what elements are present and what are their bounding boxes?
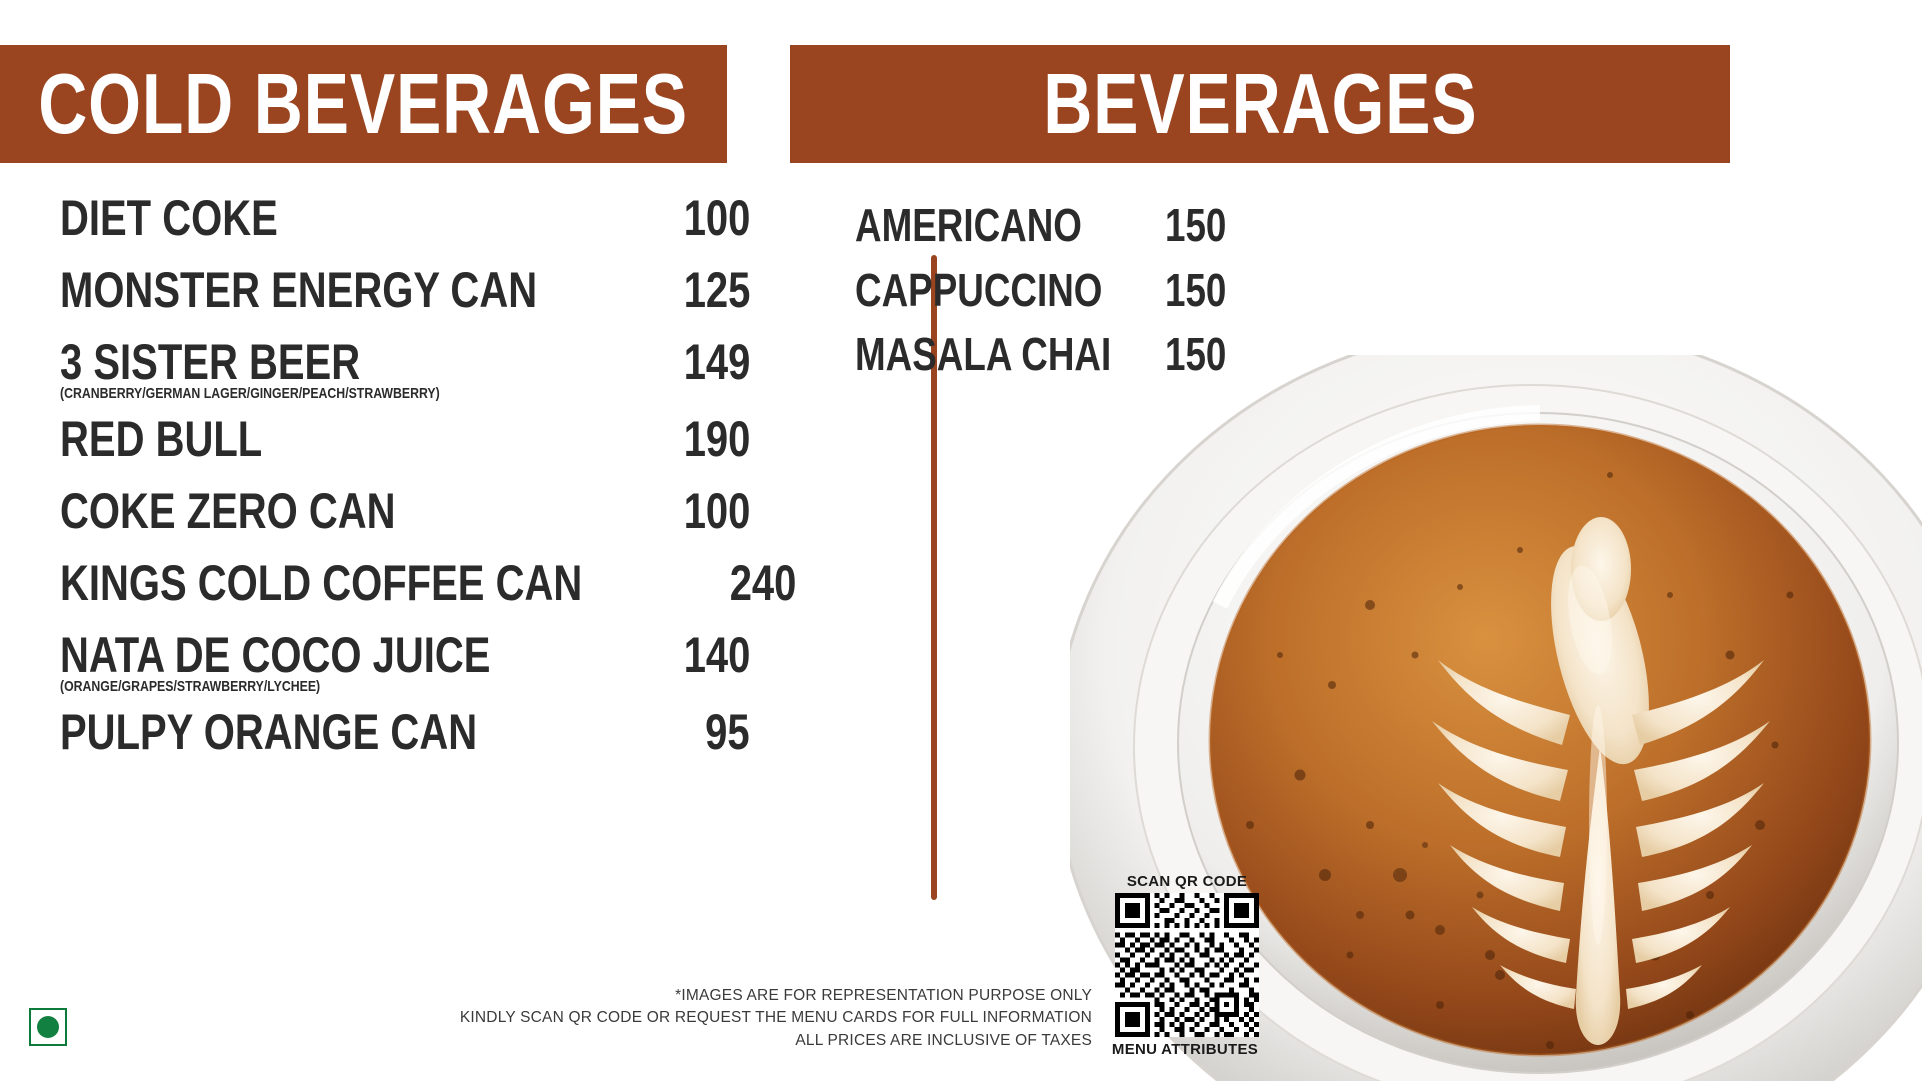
section-title-cold-beverages: COLD BEVERAGES xyxy=(38,56,689,152)
qr-code-icon[interactable] xyxy=(1115,893,1259,1037)
column-divider xyxy=(931,255,937,900)
menu-item: AMERICANO 150 xyxy=(855,200,1275,251)
section-header-beverages: BEVERAGES xyxy=(790,45,1730,163)
veg-symbol-icon xyxy=(29,1008,67,1046)
veg-dot xyxy=(37,1016,59,1038)
menu-item: MASALA CHAI 150 xyxy=(855,329,1275,380)
menu-item-price: 125 xyxy=(683,262,750,318)
menu-item-name: COKE ZERO CAN xyxy=(60,483,396,539)
menu-item: KINGS COLD COFFEE CAN 240 xyxy=(60,555,796,611)
menu-item: COKE ZERO CAN 100 xyxy=(60,483,760,539)
menu-item: MONSTER ENERGY CAN 125 xyxy=(60,262,760,318)
menu-item-name: PULPY ORANGE CAN xyxy=(60,704,478,760)
menu-item-price: 140 xyxy=(683,627,750,683)
qr-code-block[interactable]: SCAN QR CODE xyxy=(1112,873,1262,1058)
menu-item: NATA DE COCO JUICE 140 (ORANGE/GRAPES/ST… xyxy=(60,627,760,694)
cold-beverages-list: DIET COKE 100 MONSTER ENERGY CAN 125 3 S… xyxy=(60,190,796,776)
menu-item: PULPY ORANGE CAN 95 xyxy=(60,704,760,760)
menu-item-name: NATA DE COCO JUICE xyxy=(60,627,491,683)
menu-item-price: 150 xyxy=(1165,199,1227,251)
section-header-cold-beverages: COLD BEVERAGES xyxy=(0,45,727,163)
menu-item-name: MASALA CHAI xyxy=(855,328,1112,381)
menu-item-price: 240 xyxy=(729,555,797,611)
menu-item-name: 3 SISTER BEER xyxy=(60,334,361,390)
menu-item-name: RED BULL xyxy=(60,411,263,467)
menu-item: 3 SISTER BEER 149 (CRANBERRY/GERMAN LAGE… xyxy=(60,334,760,401)
menu-item-description: (ORANGE/GRAPES/STRAWBERRY/LYCHEE) xyxy=(60,678,321,695)
disclaimer-line-2: KINDLY SCAN QR CODE OR REQUEST THE MENU … xyxy=(459,1009,1092,1027)
menu-item-name: DIET COKE xyxy=(60,190,278,246)
menu-item-price: 190 xyxy=(683,411,750,467)
menu-item-price: 95 xyxy=(705,704,751,760)
section-title-beverages: BEVERAGES xyxy=(1042,56,1478,152)
menu-item-name: KINGS COLD COFFEE CAN xyxy=(60,555,583,611)
disclaimer-line-1: *IMAGES ARE FOR REPRESENTATION PURPOSE O… xyxy=(675,987,1092,1004)
menu-item-price: 100 xyxy=(683,190,750,246)
disclaimer-text: *IMAGES ARE FOR REPRESENTATION PURPOSE O… xyxy=(460,985,1092,1052)
cappuccino-photo xyxy=(1070,355,1922,1081)
menu-item-price: 150 xyxy=(1165,328,1227,381)
menu-item-price: 100 xyxy=(683,483,750,539)
menu-item-price: 150 xyxy=(1165,263,1227,316)
qr-caption-bottom: MENU ATTRIBUTES xyxy=(1111,1041,1259,1058)
qr-caption-top: SCAN QR CODE xyxy=(1126,873,1248,890)
disclaimer-line-3: ALL PRICES ARE INCLUSIVE OF TAXES xyxy=(795,1031,1092,1049)
menu-item: DIET COKE 100 xyxy=(60,190,760,246)
menu-item: CAPPUCCINO 150 xyxy=(855,263,1275,316)
menu-item-price: 149 xyxy=(683,334,750,390)
menu-item-description: (CRANBERRY/GERMAN LAGER/GINGER/PEACH/STR… xyxy=(60,385,440,402)
beverages-list: AMERICANO 150 CAPPUCCINO 150 MASALA CHAI… xyxy=(855,200,1275,394)
menu-item-name: CAPPUCCINO xyxy=(855,263,1103,316)
menu-item-name: AMERICANO xyxy=(855,199,1082,251)
menu-item-name: MONSTER ENERGY CAN xyxy=(60,262,538,318)
menu-item: RED BULL 190 xyxy=(60,411,760,467)
